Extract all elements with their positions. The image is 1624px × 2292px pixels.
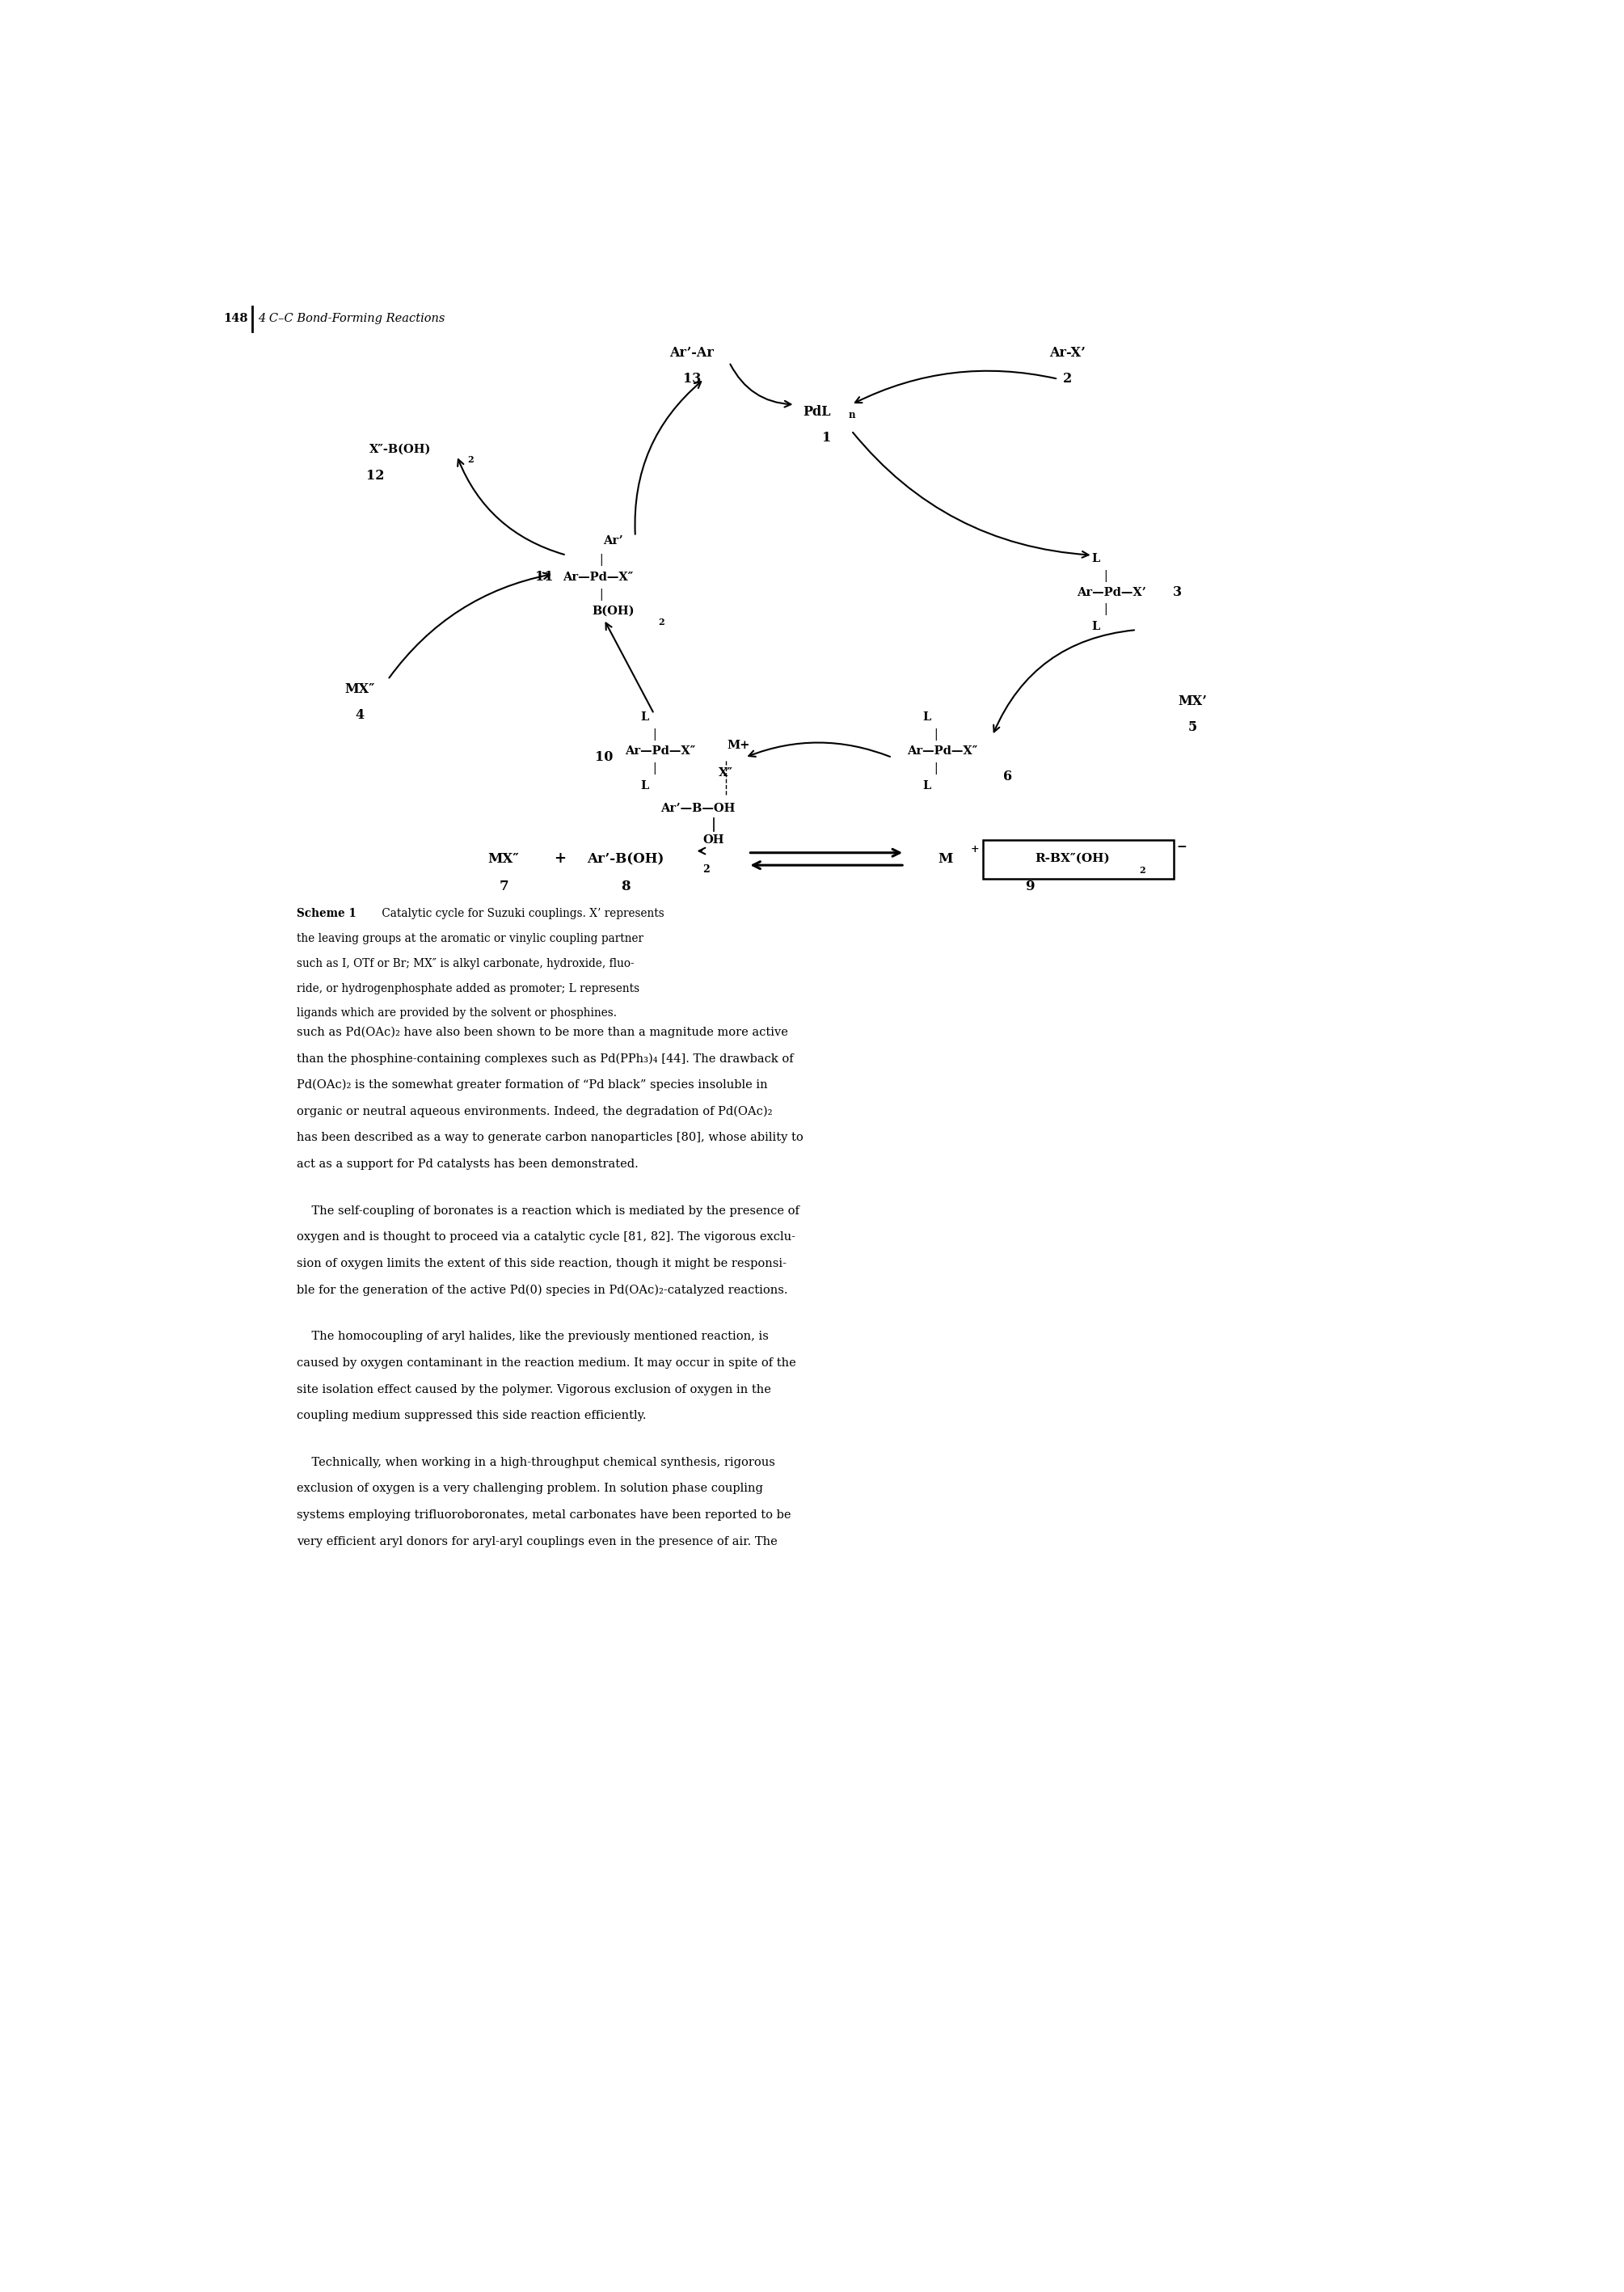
- Text: MX’: MX’: [1179, 694, 1207, 708]
- Text: |: |: [599, 552, 603, 566]
- Text: Ar—Pd—X″: Ar—Pd—X″: [625, 745, 695, 756]
- Text: 3: 3: [1173, 587, 1182, 601]
- Text: |: |: [934, 761, 937, 775]
- Text: 2: 2: [1140, 866, 1145, 876]
- Text: exclusion of oxygen is a very challenging problem. In solution phase coupling: exclusion of oxygen is a very challengin…: [297, 1483, 763, 1494]
- Text: |: |: [934, 729, 937, 740]
- Text: Ar’-Ar: Ar’-Ar: [669, 346, 715, 360]
- Text: Catalytic cycle for Suzuki couplings. X’ represents: Catalytic cycle for Suzuki couplings. X’…: [378, 908, 664, 919]
- Text: +: +: [554, 853, 567, 866]
- Text: n: n: [848, 410, 856, 419]
- Text: ligands which are provided by the solvent or phosphines.: ligands which are provided by the solven…: [297, 1008, 617, 1020]
- Text: oxygen and is thought to proceed via a catalytic cycle [81, 82]. The vigorous ex: oxygen and is thought to proceed via a c…: [297, 1231, 796, 1242]
- Text: Technically, when working in a high-throughput chemical synthesis, rigorous: Technically, when working in a high-thro…: [297, 1458, 775, 1467]
- Text: X″-B(OH): X″-B(OH): [370, 445, 432, 456]
- Text: L: L: [640, 711, 650, 722]
- Text: OH: OH: [703, 834, 724, 846]
- Text: 12: 12: [365, 468, 385, 481]
- Text: 2: 2: [468, 456, 474, 465]
- Text: ride, or hydrogenphosphate added as promoter; L represents: ride, or hydrogenphosphate added as prom…: [297, 983, 640, 995]
- Text: 148: 148: [224, 314, 248, 323]
- Text: 2: 2: [1064, 371, 1072, 385]
- Text: |: |: [653, 761, 656, 775]
- Text: |: |: [599, 589, 603, 601]
- Text: Ar’—B—OH: Ar’—B—OH: [661, 802, 736, 814]
- Text: 5: 5: [1189, 720, 1197, 733]
- Text: very efficient aryl donors for aryl-aryl couplings even in the presence of air. : very efficient aryl donors for aryl-aryl…: [297, 1536, 778, 1547]
- Text: 1: 1: [822, 431, 831, 445]
- Text: |: |: [1103, 603, 1108, 614]
- Text: Pd(OAc)₂ is the somewhat greater formation of “Pd black” species insoluble in: Pd(OAc)₂ is the somewhat greater formati…: [297, 1080, 768, 1091]
- Text: 11: 11: [536, 571, 554, 584]
- Text: L: L: [640, 779, 650, 791]
- Text: The homocoupling of aryl halides, like the previously mentioned reaction, is: The homocoupling of aryl halides, like t…: [297, 1332, 768, 1343]
- Text: R-BX″(OH): R-BX″(OH): [1034, 853, 1109, 864]
- Text: than the phosphine-containing complexes such as Pd(PPh₃)₄ [44]. The drawback of: than the phosphine-containing complexes …: [297, 1052, 794, 1063]
- Text: Ar’: Ar’: [604, 536, 624, 545]
- Text: L: L: [1091, 552, 1099, 564]
- Text: Ar-X’: Ar-X’: [1049, 346, 1085, 360]
- Text: Scheme 1: Scheme 1: [297, 908, 357, 919]
- Text: 2: 2: [703, 864, 710, 876]
- Text: such as Pd(OAc)₂ have also been shown to be more than a magnitude more active: such as Pd(OAc)₂ have also been shown to…: [297, 1027, 788, 1038]
- Text: ble for the generation of the active Pd(0) species in Pd(OAc)₂-catalyzed reactio: ble for the generation of the active Pd(…: [297, 1284, 788, 1295]
- Text: L: L: [922, 711, 931, 722]
- Text: 10: 10: [594, 749, 612, 763]
- Text: 9: 9: [1025, 880, 1034, 894]
- Text: sion of oxygen limits the extent of this side reaction, though it might be respo: sion of oxygen limits the extent of this…: [297, 1258, 788, 1270]
- Text: −: −: [1176, 841, 1187, 853]
- Text: 4 C–C Bond-Forming Reactions: 4 C–C Bond-Forming Reactions: [258, 314, 445, 323]
- Text: has been described as a way to generate carbon nanoparticles [80], whose ability: has been described as a way to generate …: [297, 1132, 804, 1144]
- Text: caused by oxygen contaminant in the reaction medium. It may occur in spite of th: caused by oxygen contaminant in the reac…: [297, 1357, 796, 1368]
- Text: +: +: [971, 843, 979, 855]
- Text: M+: M+: [728, 740, 750, 752]
- Text: Ar—Pd—X″: Ar—Pd—X″: [562, 571, 633, 582]
- Text: 7: 7: [499, 880, 508, 894]
- Text: 8: 8: [620, 880, 630, 894]
- Text: organic or neutral aqueous environments. Indeed, the degradation of Pd(OAc)₂: organic or neutral aqueous environments.…: [297, 1105, 773, 1118]
- Text: MX″: MX″: [344, 683, 375, 697]
- Text: L: L: [1091, 621, 1099, 633]
- Text: Ar’-B(OH): Ar’-B(OH): [588, 853, 664, 866]
- Text: X″: X″: [719, 768, 734, 779]
- Text: coupling medium suppressed this side reaction efficiently.: coupling medium suppressed this side rea…: [297, 1410, 646, 1421]
- Text: site isolation effect caused by the polymer. Vigorous exclusion of oxygen in the: site isolation effect caused by the poly…: [297, 1384, 771, 1396]
- Text: 2: 2: [658, 617, 664, 626]
- Text: 6: 6: [1004, 770, 1012, 784]
- Text: Ar—Pd—X″: Ar—Pd—X″: [906, 745, 978, 756]
- Text: The self-coupling of boronates is a reaction which is mediated by the presence o: The self-coupling of boronates is a reac…: [297, 1206, 799, 1217]
- Text: |: |: [1103, 571, 1108, 582]
- Text: Ar—Pd—X’: Ar—Pd—X’: [1077, 587, 1147, 598]
- Text: MX″: MX″: [489, 853, 520, 866]
- Text: act as a support for Pd catalysts has been demonstrated.: act as a support for Pd catalysts has be…: [297, 1160, 638, 1169]
- Text: PdL: PdL: [802, 406, 831, 419]
- Text: 13: 13: [682, 371, 700, 385]
- Text: 4: 4: [356, 708, 364, 722]
- Text: such as I, OTf or Br; MX″ is alkyl carbonate, hydroxide, fluo-: such as I, OTf or Br; MX″ is alkyl carbo…: [297, 958, 635, 970]
- Text: the leaving groups at the aromatic or vinylic coupling partner: the leaving groups at the aromatic or vi…: [297, 933, 643, 944]
- Text: M: M: [939, 853, 953, 866]
- Text: |: |: [653, 729, 656, 740]
- Text: systems employing trifluoroboronates, metal carbonates have been reported to be: systems employing trifluoroboronates, me…: [297, 1510, 791, 1522]
- Text: L: L: [922, 779, 931, 791]
- Text: B(OH): B(OH): [593, 605, 635, 617]
